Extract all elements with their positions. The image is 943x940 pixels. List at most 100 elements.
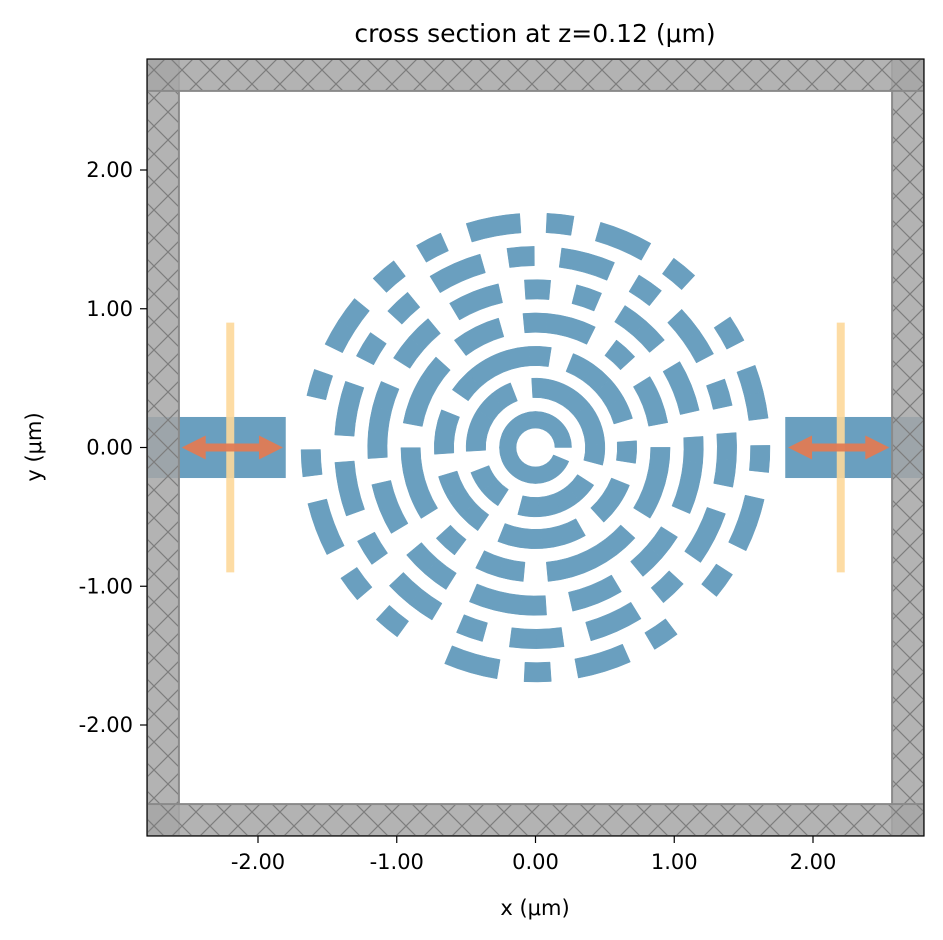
- ring-segment: [453, 326, 485, 357]
- ring-segment: [402, 398, 429, 427]
- ring-segment: [393, 336, 425, 369]
- ring-segment: [713, 458, 737, 488]
- ring-structures: [300, 213, 771, 683]
- source-arrow: [788, 435, 890, 460]
- ring-segment: [604, 339, 636, 371]
- source-arrow: [181, 435, 283, 460]
- ring-segment: [357, 531, 388, 565]
- ring-segment: [614, 305, 647, 337]
- ring-segment: [429, 263, 463, 294]
- ring-segment: [334, 407, 358, 437]
- ring-segment: [571, 284, 602, 312]
- ring-segment: [528, 345, 552, 367]
- ring-segment: [661, 257, 696, 291]
- ring-segment: [460, 502, 490, 532]
- chart-title: cross section at z=0.12 (μm): [354, 19, 715, 48]
- ring-segment: [581, 422, 606, 445]
- ring-segment: [650, 570, 684, 604]
- ring-segment: [536, 627, 565, 649]
- ring-segment: [667, 308, 700, 343]
- y-tick-label: -2.00: [79, 713, 133, 737]
- ring-segment: [375, 604, 410, 638]
- ring-segment: [498, 557, 526, 582]
- ring-segment: [367, 432, 388, 459]
- ring-segment: [522, 312, 549, 334]
- ring-segment: [558, 247, 589, 273]
- ring-segment: [523, 661, 552, 683]
- ring-segment: [424, 558, 457, 590]
- ring-segment: [315, 522, 345, 556]
- ring-segment: [400, 447, 423, 473]
- ring-segment: [456, 614, 488, 642]
- ring-segment: [632, 376, 662, 407]
- ring-segment: [519, 528, 543, 550]
- ring-segment: [749, 445, 771, 473]
- ring-segment: [679, 460, 703, 489]
- y-tick-label: 2.00: [86, 158, 133, 182]
- ring-segment: [379, 502, 409, 534]
- x-tick-label: -2.00: [231, 850, 285, 874]
- ring-segment: [566, 474, 595, 502]
- ring-segment: [706, 378, 733, 410]
- ring-segment: [737, 494, 765, 526]
- ring-segment: [548, 454, 570, 474]
- y-tick-label: 0.00: [86, 436, 133, 460]
- ring-segment: [465, 429, 488, 452]
- ring-segment: [531, 377, 554, 400]
- ring-segment: [558, 518, 586, 545]
- ring-segment: [697, 507, 726, 540]
- ring-segment: [409, 488, 439, 519]
- ring-segment: [648, 447, 671, 473]
- ring-segment: [465, 216, 497, 243]
- plot-area: [147, 59, 924, 836]
- ring-segment: [409, 588, 443, 621]
- ring-segment: [470, 653, 501, 680]
- y-axis-ticks: 2.00 1.00 0.00 -1.00 -2.00: [79, 158, 147, 737]
- ring-segment: [368, 406, 392, 435]
- ring-segment: [433, 431, 455, 455]
- ring-segment: [716, 432, 737, 461]
- ring-segment: [300, 449, 323, 478]
- ring-segment: [713, 316, 745, 350]
- ring-segment: [565, 353, 594, 381]
- pml-hatch: [147, 59, 180, 836]
- ring-segment: [701, 563, 733, 597]
- ring-segment: [595, 378, 624, 408]
- ring-segment: [736, 364, 764, 397]
- ring-segment: [334, 460, 359, 490]
- ring-segment: [435, 524, 467, 556]
- x-axis-label: x (μm): [500, 896, 569, 920]
- ring-segment: [590, 574, 622, 604]
- ring-segment: [387, 291, 421, 325]
- ring-segment: [355, 332, 387, 366]
- ring-segment: [306, 369, 334, 401]
- ring-segment: [646, 526, 678, 559]
- pml-hatch: [891, 59, 924, 836]
- ring-segment: [594, 221, 627, 250]
- ring-segment: [416, 232, 449, 263]
- ring-segment: [449, 291, 481, 321]
- ring-segment: [604, 524, 636, 556]
- ring-segment: [506, 246, 535, 268]
- ring-segment: [494, 591, 523, 615]
- ring-segment: [451, 372, 481, 402]
- ring-segment: [662, 361, 692, 393]
- ring-segment: [524, 279, 551, 300]
- y-tick-label: -1.00: [79, 574, 133, 598]
- x-tick-label: -1.00: [370, 850, 424, 874]
- x-tick-label: 1.00: [651, 850, 698, 874]
- ring-segment: [545, 213, 575, 236]
- ring-segment: [644, 618, 678, 650]
- x-axis-ticks: -2.00 -1.00 0.00 1.00 2.00: [231, 836, 837, 874]
- y-axis-label: y (μm): [22, 412, 46, 481]
- ring-segment: [338, 485, 365, 517]
- ring-segment: [481, 478, 509, 507]
- ring-segment: [608, 601, 642, 632]
- x-tick-label: 2.00: [790, 850, 837, 874]
- ring-segment: [492, 213, 522, 237]
- ring-segment: [372, 260, 406, 293]
- x-tick-label: 0.00: [512, 850, 559, 874]
- pml-boundary-layer: [147, 59, 924, 836]
- ring-segment: [602, 477, 630, 506]
